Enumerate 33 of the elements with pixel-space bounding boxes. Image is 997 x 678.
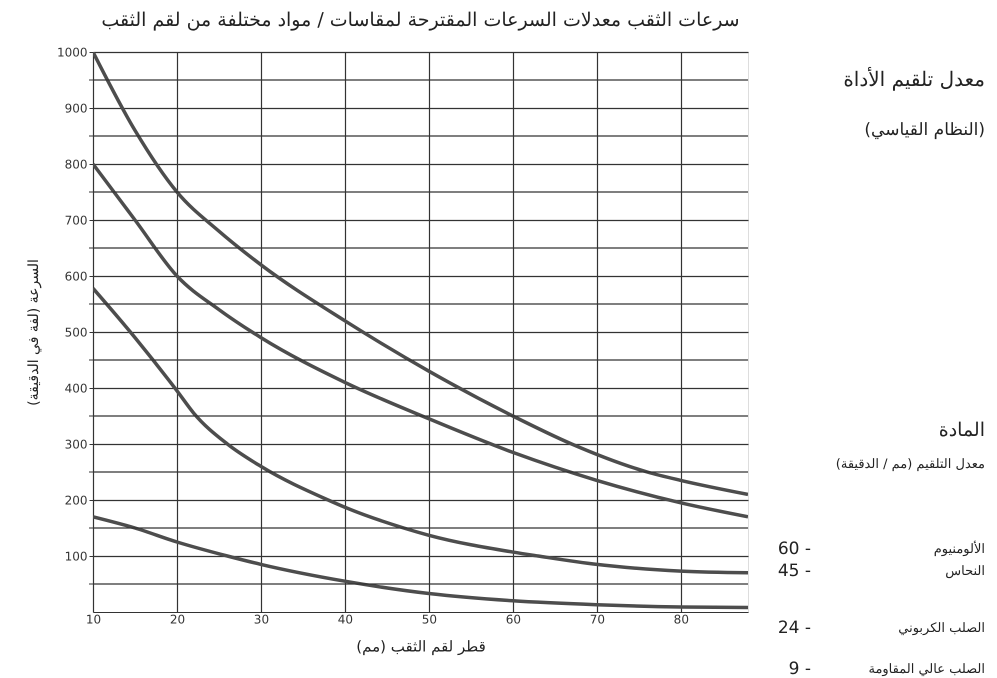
text: النحاس xyxy=(945,564,985,579)
text: معدل التلقيم (مم / الدقيقة) xyxy=(836,457,985,472)
text: معدل تلقيم الأداة xyxy=(843,66,985,91)
x-tick-label: 70 xyxy=(590,612,605,626)
text: الصلب الكربوني xyxy=(898,621,985,636)
x-tick-label: 50 xyxy=(422,612,438,626)
text: 9 - xyxy=(788,659,811,678)
y-tick-label: 400 xyxy=(64,382,88,396)
x-tick-label: 60 xyxy=(506,612,522,626)
y-axis-title: السرعة (لفة في الدقيقة) xyxy=(26,259,42,406)
x-tick-label: 30 xyxy=(254,612,270,626)
text: (النظام القياسي) xyxy=(864,120,985,140)
x-tick-label: 40 xyxy=(338,612,354,626)
text: 60 - xyxy=(778,539,811,559)
text: الألومنيوم xyxy=(934,540,985,557)
y-tick-label: 900 xyxy=(64,102,88,116)
text: 24 - xyxy=(778,618,811,638)
text: الصلب عالي المقاومة xyxy=(868,662,985,677)
y-tick-label: 700 xyxy=(64,214,88,228)
y-tick-label: 1000 xyxy=(56,46,88,60)
x-tick-label: 80 xyxy=(674,612,689,626)
y-tick-label: 500 xyxy=(64,326,88,340)
x-axis-title: قطر لقم الثقب (مم) xyxy=(356,638,486,656)
y-tick-label: 800 xyxy=(64,158,88,172)
text: المادة xyxy=(938,419,985,441)
x-tick-label: 10 xyxy=(86,612,102,626)
x-tick-label: 20 xyxy=(170,612,186,626)
y-tick-label: 300 xyxy=(64,438,88,452)
chart-title: سرعات الثقب معدلات السرعات المقترحة لمقاسات / مواد مختلفة من لقم الثقب xyxy=(101,9,740,31)
y-tick-label: 100 xyxy=(64,550,88,564)
y-tick-label: 200 xyxy=(64,494,88,508)
text: 45 - xyxy=(778,561,811,581)
y-tick-label: 600 xyxy=(64,270,88,284)
